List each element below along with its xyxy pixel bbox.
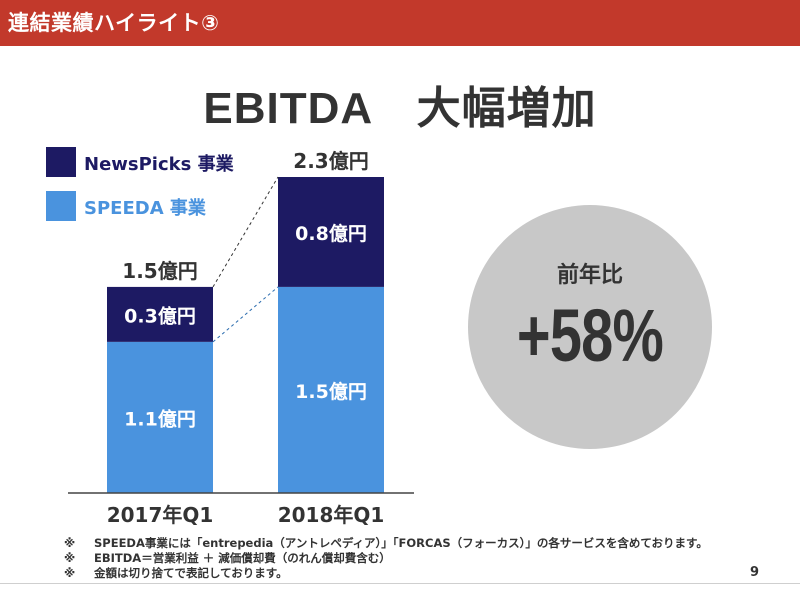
footnote-mark: ※	[64, 536, 76, 550]
connector-line-total	[212, 176, 279, 288]
footnote-row: ※ EBITDA＝営業利益 ＋ 減価償却費（のれん償却費含む）	[64, 551, 784, 566]
bar-segment-speeda	[107, 341, 213, 493]
footnote-mark: ※	[64, 566, 76, 580]
legend-swatch-speeda	[46, 191, 76, 221]
slide-title: EBITDA 大幅増加	[203, 84, 597, 133]
growth-label: 前年比	[556, 263, 623, 288]
x-tick-label: 2018年Q1	[278, 503, 385, 527]
header-bar: 連結業績ハイライト③	[0, 0, 800, 46]
bar-value-label: 0.3億円	[124, 304, 196, 327]
footnote-text: EBITDA＝営業利益 ＋ 減価償却費（のれん償却費含む）	[94, 551, 391, 565]
bar-total-label: 1.5億円	[122, 259, 197, 283]
footer-divider	[0, 583, 800, 584]
footnote-text: 金額は切り捨てで表記しております。	[94, 566, 288, 580]
footnote-row: ※ SPEEDA事業には「entrepedia（アントレペディア）」「FORCA…	[64, 536, 784, 551]
bar-value-label: 0.8億円	[295, 222, 367, 245]
header-title: 連結業績ハイライト③	[8, 11, 220, 35]
x-tick-label: 2017年Q1	[107, 503, 214, 527]
footnote-text: SPEEDA事業には「entrepedia（アントレペディア）」「FORCAS（…	[94, 536, 708, 550]
footnote-mark: ※	[64, 551, 76, 565]
bar-segment-speeda	[278, 286, 384, 493]
footnote-row: ※ 金額は切り捨てで表記しております。	[64, 566, 784, 581]
bar-value-label: 1.1億円	[124, 407, 196, 430]
footnotes: ※ SPEEDA事業には「entrepedia（アントレペディア）」「FORCA…	[64, 536, 784, 581]
legend-swatch-newspicks	[46, 147, 76, 177]
legend-label-newspicks: NewsPicks 事業	[84, 154, 234, 175]
legend-label-speeda: SPEEDA 事業	[84, 198, 206, 219]
growth-circle: 前年比 +58%	[468, 205, 712, 449]
bar-segment-newspicks	[107, 286, 213, 342]
bar-total-label: 2.3億円	[293, 149, 368, 173]
bar-segment-newspicks	[278, 177, 384, 287]
connector-line-speeda	[212, 286, 279, 343]
growth-value: +58%	[516, 294, 664, 377]
page-number: 9	[750, 565, 760, 580]
bar-value-label: 1.5億円	[295, 380, 367, 403]
